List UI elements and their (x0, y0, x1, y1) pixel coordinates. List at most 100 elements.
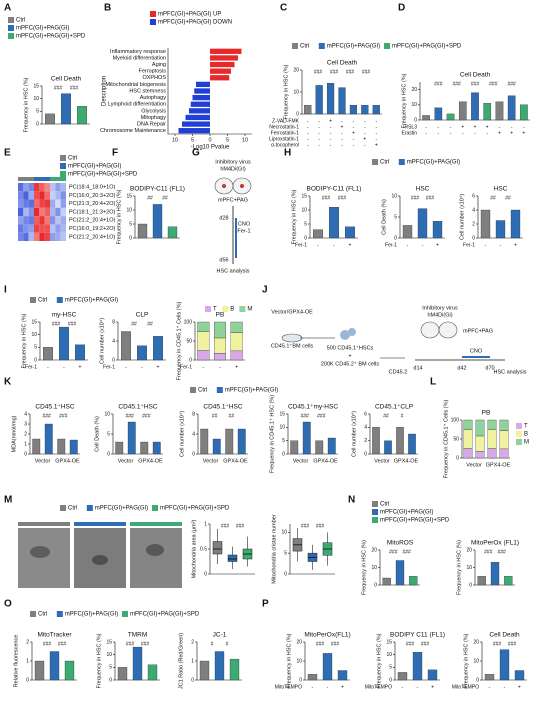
bar (345, 226, 355, 239)
diagram-label: 200K CD45.2⁺ BM cells (321, 360, 379, 367)
y-tick-label: 10 (466, 565, 472, 571)
y-tick-label: 2 (26, 639, 29, 645)
condition-mark: + (461, 124, 464, 130)
bar-segment (475, 419, 485, 437)
y-tick-label: 0.5 (200, 546, 207, 552)
chart-title: HSC (416, 186, 430, 193)
legend-label: mPFC(GI)+PAG(GI) (16, 26, 69, 32)
heat-cell (23, 191, 29, 200)
bar (61, 93, 71, 125)
condition-mark: + (436, 242, 439, 248)
y-axis-label: Cell number (x10⁴) (98, 318, 105, 364)
y-tick-label: 5 (304, 221, 307, 227)
x-tick-label: 10 (172, 137, 178, 143)
significance: ### (58, 641, 67, 647)
y-tick-label: 0 (284, 571, 287, 577)
bar (199, 660, 210, 681)
significance: ### (338, 195, 347, 201)
condition-mark: - (341, 118, 343, 124)
heat-cell (34, 224, 40, 233)
legend-label: mPFC(GI)+PAG(GI) (65, 298, 118, 304)
category-label: Myeloid differentiation (113, 55, 166, 61)
heat-cell (23, 207, 29, 217)
bar (372, 427, 380, 455)
heat-cell (23, 224, 29, 233)
y-axis-label: MDA(nmol/mg) (11, 415, 17, 452)
significance: ### (42, 413, 51, 419)
panel-letter: L (430, 377, 436, 388)
y-tick-label: 8 (112, 319, 115, 325)
significance: ### (59, 413, 68, 419)
diagram-label: + (348, 353, 351, 359)
y-tick-label: 100 (184, 319, 193, 325)
legend-label: Ctrl (68, 506, 77, 512)
significance: ### (411, 195, 420, 201)
group-label: GPX4-OE (486, 462, 511, 468)
diagram-label: mPFC+PAG (463, 328, 493, 334)
legend-label: mPFC(GI)+PAG(GI) (68, 164, 121, 170)
condition-mark: - (312, 684, 314, 690)
dish-icon (281, 333, 303, 343)
heat-cell (18, 216, 24, 225)
significance: ## (383, 413, 389, 419)
condition-mark: - (341, 130, 343, 136)
condition-mark: - (364, 130, 366, 136)
heat-cell (55, 216, 61, 225)
bar (229, 658, 240, 681)
heat-cell (39, 224, 45, 233)
chart-title: CD45.1⁺HSC (203, 404, 242, 411)
legend-swatch (205, 306, 211, 312)
y-axis-label: Mitochondria cristae number (271, 514, 277, 584)
y-axis-label: Description (102, 76, 108, 106)
significance: ### (316, 523, 325, 529)
diagram-label: Fer-1 (237, 228, 250, 234)
condition-name: Liproxstatin-1 (269, 136, 299, 142)
y-tick-label: 0 (282, 451, 285, 457)
y-tick-label: 5 (34, 345, 37, 351)
heat-cell (55, 232, 61, 241)
condition-mark: - (318, 124, 320, 130)
significance: ### (362, 69, 371, 75)
bar (57, 438, 66, 455)
y-tick-label: 10 (126, 207, 132, 213)
diagram-label: d42 (457, 365, 466, 371)
condition-mark: + (329, 118, 332, 124)
bar (152, 441, 161, 455)
bar (397, 672, 408, 681)
heat-cell (60, 199, 66, 208)
bar (434, 107, 443, 121)
y-axis-label: Frequency in HSC (%) (401, 73, 407, 128)
condition-name: Fer-1 (463, 242, 475, 248)
legend-swatch (150, 19, 156, 25)
condition-name: MitoTEMPO (365, 684, 392, 690)
panel-letter: F (112, 148, 118, 159)
condition-mark: - (437, 130, 439, 136)
significance: ### (426, 195, 435, 201)
bar (315, 85, 323, 115)
bar (210, 61, 235, 68)
chart-title: CD45.1⁺CLP (375, 404, 413, 411)
legend-label: mPFC(GI)+PAG(GI)+SPD (130, 612, 200, 618)
significance: ### (497, 549, 506, 555)
condition-mark: - (375, 124, 377, 130)
heat-cell (50, 199, 56, 208)
bar (77, 106, 87, 125)
bar (313, 229, 323, 239)
micrograph-detail (146, 544, 164, 556)
significance: ### (236, 523, 245, 529)
bar (214, 651, 225, 681)
bar (499, 649, 510, 681)
heat-cell (44, 216, 50, 225)
diagram-label: d28 (219, 215, 228, 221)
group-label: GPX4-OE (313, 458, 338, 464)
bar-segment (230, 332, 243, 352)
y-tick-label: 5 (394, 214, 397, 220)
row-label: PC(21:3_20:4+2O) (69, 201, 115, 207)
heat-cell (44, 183, 50, 192)
axis-line (167, 48, 252, 135)
significance: ### (346, 69, 355, 75)
heat-cell (39, 232, 45, 241)
diagram-label: d70 (485, 365, 494, 371)
condition-mark: - (511, 124, 513, 130)
bar (349, 105, 358, 115)
